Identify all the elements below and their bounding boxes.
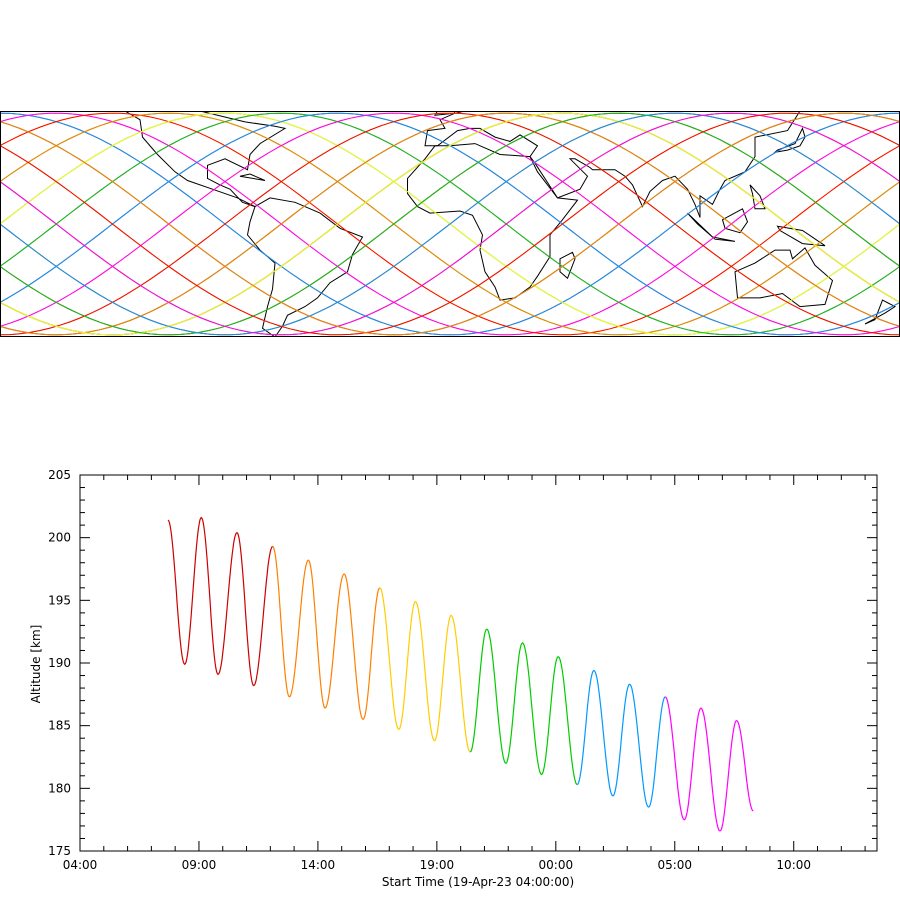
x-tick-label: 04:00 xyxy=(63,858,98,872)
altitude-series-line xyxy=(167,516,274,687)
ground-track-map xyxy=(0,103,900,338)
orbit-track xyxy=(0,112,900,336)
altitude-series-line xyxy=(379,587,471,753)
y-tick-label: 205 xyxy=(48,468,71,482)
orbit-track xyxy=(0,112,900,336)
x-tick-label: 05:00 xyxy=(657,858,692,872)
y-tick-label: 190 xyxy=(48,656,71,670)
altitude-plot: Start Time (19-Apr-23 04:00:00) Altitude… xyxy=(0,460,900,900)
y-tick-label: 175 xyxy=(48,844,71,858)
landmass xyxy=(734,247,834,308)
landmass xyxy=(710,236,736,242)
continent-outlines xyxy=(123,103,896,338)
orbit-tracks xyxy=(0,112,900,336)
orbit-track xyxy=(0,112,900,336)
landmass xyxy=(239,173,266,181)
landmass xyxy=(776,225,826,247)
altitude-series-line xyxy=(664,696,754,832)
x-tick-label: 00:00 xyxy=(539,858,574,872)
plot-svg: Start Time (19-Apr-23 04:00:00) Altitude… xyxy=(29,468,878,889)
landmass xyxy=(123,110,287,208)
altitude-series-line xyxy=(272,545,381,721)
plot-frame xyxy=(79,474,878,852)
y-tick-label: 185 xyxy=(48,719,71,733)
x-tick-label: 14:00 xyxy=(301,858,336,872)
y-tick-label: 180 xyxy=(48,781,71,795)
orbit-track xyxy=(0,112,900,336)
landmass xyxy=(687,212,713,238)
x-tick-label: 10:00 xyxy=(776,858,811,872)
landmass xyxy=(864,299,896,325)
landmass xyxy=(721,208,749,234)
landmass xyxy=(407,143,579,301)
axes xyxy=(79,474,877,852)
landmass xyxy=(559,251,576,280)
y-tick-label: 200 xyxy=(48,531,71,545)
landmass xyxy=(246,197,364,338)
orbit-track xyxy=(0,112,900,336)
orbit-track xyxy=(0,112,900,336)
orbit-track xyxy=(0,112,900,336)
orbit-track xyxy=(0,112,900,336)
orbit-track xyxy=(0,112,900,336)
altitude-series-line xyxy=(576,669,666,808)
y-tick-label: 195 xyxy=(48,593,71,607)
landmass xyxy=(749,184,766,210)
altitude-series-line xyxy=(469,628,578,786)
map-svg xyxy=(0,103,900,338)
y-axis-label: Altitude [km] xyxy=(29,625,43,704)
x-tick-label: 19:00 xyxy=(420,858,455,872)
x-axis-label: Start Time (19-Apr-23 04:00:00) xyxy=(382,875,574,889)
x-tick-label: 09:00 xyxy=(182,858,217,872)
